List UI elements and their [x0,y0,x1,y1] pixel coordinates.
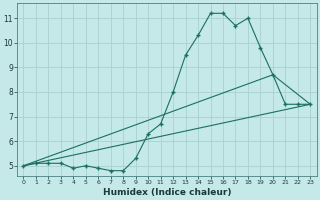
X-axis label: Humidex (Indice chaleur): Humidex (Indice chaleur) [103,188,231,197]
